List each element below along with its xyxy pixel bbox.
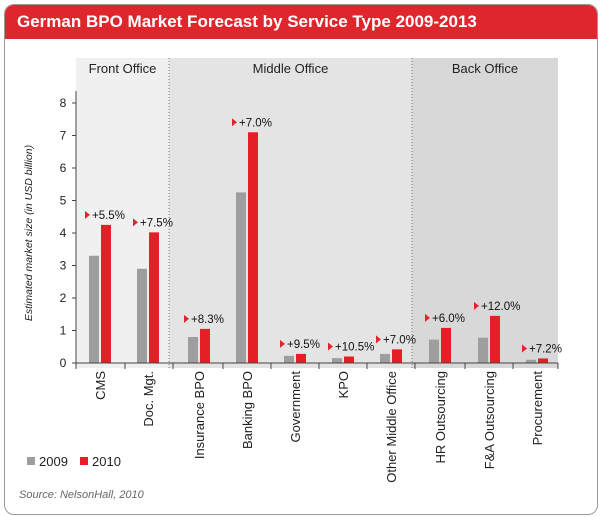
- x-tick-label: Insurance BPO: [192, 371, 207, 459]
- y-tick-label: 5: [60, 194, 67, 208]
- bar-2010: [248, 132, 258, 363]
- source-note: Source: NelsonHall, 2010: [19, 489, 144, 501]
- bar-2009: [137, 268, 147, 363]
- growth-label: +7.2%: [529, 343, 562, 355]
- x-tick-label: Doc. Mgt.: [141, 371, 156, 427]
- chart-title: German BPO Market Forecast by Service Ty…: [17, 12, 477, 31]
- growth-marker: [425, 313, 430, 322]
- bar-2009: [188, 337, 198, 363]
- x-tick-label: Other Middle Office: [384, 371, 399, 483]
- growth-marker: [85, 210, 90, 219]
- growth-marker: [133, 218, 138, 227]
- group-label: Middle Office: [253, 61, 329, 76]
- legend-label: 2010: [92, 454, 121, 469]
- legend-swatch: [80, 457, 88, 465]
- growth-label: +8.3%: [191, 314, 224, 326]
- growth-label: +9.5%: [287, 339, 320, 351]
- bar-2010: [101, 224, 111, 363]
- bar-chart: Front Office Middle Office Back Office 0 1 2…: [23, 58, 562, 483]
- bar-2010: [490, 315, 500, 363]
- x-tick-label: CMS: [93, 371, 108, 400]
- y-tick-label: 0: [60, 356, 67, 370]
- group-label: Back Office: [452, 61, 518, 76]
- legend-label: 2009: [39, 454, 68, 469]
- y-tick-label: 6: [60, 161, 67, 175]
- bar-2010: [441, 327, 451, 363]
- growth-label: +7.0%: [383, 334, 416, 346]
- x-tick-label: Banking BPO: [240, 371, 255, 449]
- growth-marker: [474, 301, 479, 310]
- bar-2010: [296, 353, 306, 363]
- bar-2009: [89, 255, 99, 363]
- bar-2009: [236, 192, 246, 363]
- growth-label: +7.0%: [239, 117, 272, 129]
- middle-office-panel: [169, 58, 412, 368]
- y-tick-label: 4: [60, 226, 67, 240]
- bar-2010: [344, 356, 354, 363]
- growth-marker: [328, 342, 333, 351]
- y-tick-label: 8: [60, 96, 67, 110]
- bar-2009: [429, 339, 439, 363]
- growth-marker: [232, 118, 237, 127]
- back-office-panel: [412, 58, 558, 368]
- bar-2010: [149, 232, 159, 363]
- x-tick-label: KPO: [336, 371, 351, 398]
- y-tick-label: 3: [60, 259, 67, 273]
- x-tick-label: F&A Outsourcing: [482, 371, 497, 469]
- bar-2009: [526, 359, 536, 363]
- growth-label: +6.0%: [432, 313, 465, 325]
- x-tick-label: Government: [288, 371, 303, 443]
- bar-2010: [392, 349, 402, 363]
- x-tick-label: HR Outsourcing: [433, 371, 448, 463]
- bar-2009: [478, 337, 488, 363]
- y-tick-label: 1: [60, 324, 67, 338]
- growth-label: +5.5%: [92, 210, 125, 222]
- y-axis-label: Estimated market size (in USD billion): [23, 145, 35, 321]
- y-tick-label: 7: [60, 129, 67, 143]
- legend-swatch: [27, 457, 35, 465]
- bar-2009: [332, 358, 342, 363]
- growth-marker: [280, 339, 285, 348]
- title-bar: German BPO Market Forecast by Service Ty…: [5, 5, 597, 39]
- bar-2009: [380, 353, 390, 363]
- growth-label: +10.5%: [335, 342, 374, 354]
- bar-2009: [284, 355, 294, 363]
- growth-marker: [184, 314, 189, 323]
- bar-2010: [538, 358, 548, 363]
- growth-marker: [522, 344, 527, 353]
- group-label: Front Office: [89, 61, 157, 76]
- growth-marker: [376, 335, 381, 344]
- growth-label: +12.0%: [481, 301, 520, 313]
- x-tick-label: Procurement: [530, 371, 545, 446]
- y-tick-label: 2: [60, 291, 67, 305]
- bar-2010: [200, 328, 210, 363]
- chart-frame: German BPO Market Forecast by Service Ty…: [4, 4, 598, 515]
- growth-label: +7.5%: [140, 217, 173, 229]
